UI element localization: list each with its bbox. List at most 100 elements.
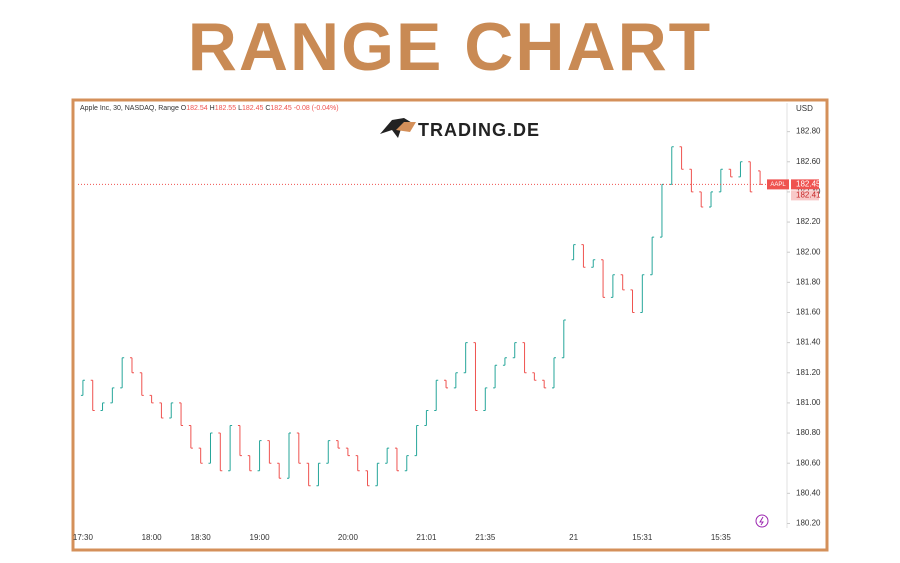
y-tick-label: 180.40	[796, 488, 821, 497]
ohlc-bar	[414, 425, 419, 457]
y-tick-label: 182.60	[796, 157, 821, 166]
ohlc-bar	[473, 342, 478, 411]
ohlc-bar	[404, 455, 409, 472]
price-label: 182.45	[796, 179, 821, 188]
ohlc-bar	[277, 462, 282, 479]
ohlc-bar	[551, 357, 556, 389]
logo-icon-accent	[396, 122, 416, 132]
ohlc-bar	[267, 440, 272, 464]
x-tick-label: 19:00	[250, 533, 271, 542]
x-tick-label: 21:01	[416, 533, 437, 542]
currency: USD	[796, 104, 813, 113]
y-tick-label: 180.80	[796, 428, 821, 437]
page-title: RANGE CHART	[188, 9, 712, 85]
x-tick-label: 21	[569, 533, 578, 542]
ohlc-bar	[718, 168, 723, 193]
ohlc-bar	[699, 191, 704, 208]
ohlc-bar	[444, 379, 449, 389]
alert-icon	[755, 514, 769, 528]
ohlc-bar	[601, 259, 606, 298]
y-tick-label: 180.60	[796, 458, 821, 467]
x-tick-label: 18:30	[191, 533, 212, 542]
ohlc-bar	[355, 455, 360, 472]
ohlc-bar	[610, 274, 615, 298]
ohlc-bar	[571, 244, 576, 261]
ohlc-bar	[542, 379, 547, 389]
ohlc-bar	[650, 236, 655, 276]
chart-header: Apple Inc, 30, NASDAQ, Range O182.54 H18…	[80, 105, 339, 112]
x-tick-label: 15:35	[711, 533, 732, 542]
y-tick-label: 182.00	[796, 247, 821, 256]
y-tick-label: 180.20	[796, 519, 821, 528]
ohlc-bar	[228, 425, 233, 472]
ohlc-bar	[198, 447, 203, 464]
ohlc-bar	[581, 244, 586, 268]
symbol-label: AAPL	[770, 182, 786, 188]
logo-text: TRADING.DE	[418, 120, 540, 140]
ohlc-bar	[669, 146, 674, 185]
ohlc-bar	[345, 447, 350, 457]
chart-frame	[71, 98, 829, 552]
ohlc-bar	[169, 402, 174, 419]
x-tick-label: 15:31	[632, 533, 653, 542]
ohlc-bar	[483, 387, 488, 411]
ohlc-bar	[758, 170, 763, 185]
ohlc-bar	[247, 455, 252, 472]
ohlc-bar	[640, 274, 645, 313]
ohlc-bar	[463, 342, 468, 374]
y-tick-label: 181.20	[796, 368, 821, 377]
y-tick-label: 182.80	[796, 127, 821, 136]
ohlc-bar	[394, 447, 399, 472]
y-tick-label: 181.60	[796, 308, 821, 317]
l-label: L	[238, 105, 242, 112]
ohlc-bar	[179, 402, 184, 427]
h-label: H	[210, 105, 215, 112]
alert-bolt	[759, 516, 764, 526]
x-tick-label: 18:00	[142, 533, 163, 542]
l-value: 182.45	[242, 105, 264, 112]
ohlc-bar	[100, 402, 105, 411]
ohlc-bar	[738, 161, 743, 178]
ohlc-bar	[139, 372, 144, 396]
ohlc-bar	[287, 432, 292, 479]
ohlc-bar	[522, 342, 527, 374]
ohlc-bar	[385, 447, 390, 464]
x-tick-label: 17:30	[73, 533, 94, 542]
ohlc-bar	[296, 432, 301, 464]
ohlc-bar	[728, 168, 733, 178]
ohlc-bar	[120, 357, 125, 389]
second-price-label: 182.41	[796, 190, 821, 199]
ohlc-bar	[208, 432, 213, 464]
ohlc-bar	[679, 146, 684, 170]
y-tick-label: 182.20	[796, 217, 821, 226]
second-price-badge	[791, 190, 819, 201]
ohlc-bar	[129, 357, 134, 374]
ohlc-bar	[748, 161, 753, 193]
instrument: Apple Inc, 30, NASDAQ, Range	[80, 105, 179, 112]
change: -0.08 (-0.04%)	[294, 105, 339, 112]
ohlc-bar	[149, 394, 154, 404]
ohlc-bar	[502, 357, 507, 366]
symbol-badge	[767, 179, 789, 190]
ohlc-bar	[630, 289, 635, 313]
ohlc-bar	[218, 432, 223, 472]
ohlc-bar	[512, 342, 517, 359]
ohlc-bar	[237, 425, 242, 457]
x-tick-label: 20:00	[338, 533, 359, 542]
ohlc-bar	[493, 364, 498, 389]
ohlc-bar	[375, 462, 380, 487]
ohlc-bar	[591, 259, 596, 268]
c-label: C	[265, 105, 270, 112]
y-tick-label: 181.40	[796, 338, 821, 347]
ohlc-bar	[365, 470, 370, 487]
ohlc-bar	[90, 379, 95, 411]
c-value: 182.45	[270, 105, 292, 112]
ohlc-bar	[306, 462, 311, 487]
ohlc-bar	[336, 440, 341, 449]
ohlc-bar	[326, 440, 331, 464]
ohlc-bar	[80, 379, 85, 396]
o-label: O	[181, 105, 187, 112]
h-value: 182.55	[215, 105, 237, 112]
ohlc-bar	[689, 168, 694, 193]
